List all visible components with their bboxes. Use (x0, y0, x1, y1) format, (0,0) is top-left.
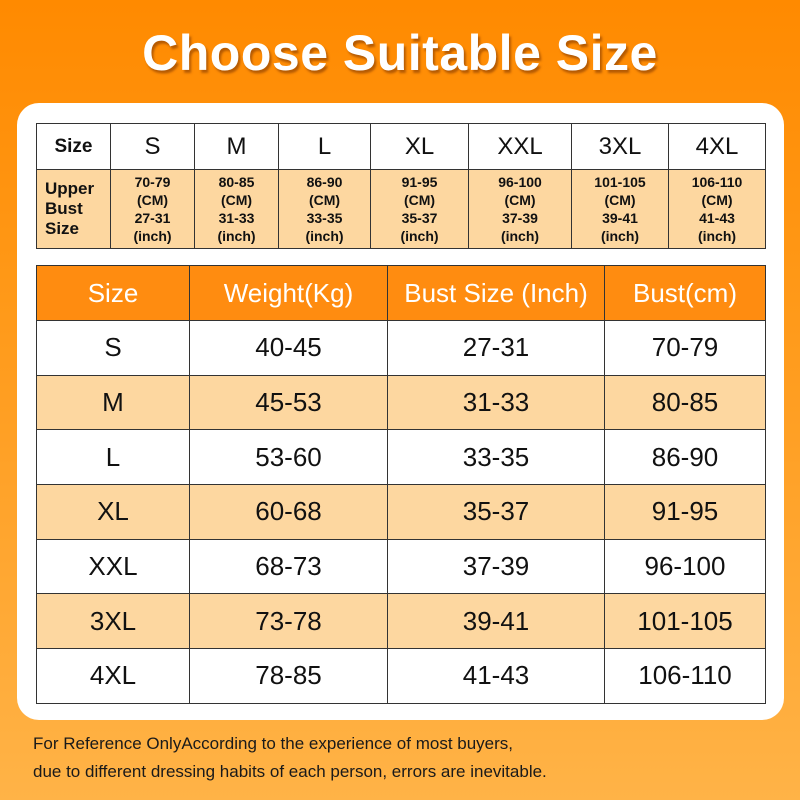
table-row: M 45-53 31-33 80-85 (36, 374, 766, 431)
bust-inch-cell: 37-39 (387, 538, 605, 595)
compact-size-cell: XL (370, 123, 469, 170)
compact-size-cell: XXL (468, 123, 572, 170)
weight-cell: 68-73 (189, 538, 388, 595)
compact-bust-cell: 106-110 (CM) 41-43 (inch) (668, 169, 766, 249)
compact-size-row: Size S M L XL XXL 3XL 4XL (36, 123, 766, 170)
page-title: Choose Suitable Size (142, 25, 658, 81)
compact-size-cell: 4XL (668, 123, 766, 170)
header-weight: Weight(Kg) (189, 265, 388, 321)
size-cell: S (36, 320, 190, 376)
compact-bust-row: Upper Bust Size 70-79 (CM) 27-31 (inch) 80… (36, 169, 766, 249)
compact-bust-cell: 96-100 (CM) 37-39 (inch) (468, 169, 572, 249)
bust-inch-cell: 31-33 (387, 374, 605, 431)
bust-inch-cell: 33-35 (387, 429, 605, 486)
table-row: 4XL 78-85 41-43 106-110 (36, 648, 766, 704)
compact-bust-header: Upper Bust Size (36, 169, 111, 249)
compact-size-table: Size S M L XL XXL 3XL 4XL Upper Bust Siz… (36, 123, 766, 249)
compact-size-cell: 3XL (571, 123, 669, 170)
compact-bust-cell: 70-79 (CM) 27-31 (inch) (110, 169, 195, 249)
table-row: XXL 68-73 37-39 96-100 (36, 538, 766, 595)
bust-inch-cell: 27-31 (387, 320, 605, 376)
compact-bust-cell: 80-85 (CM) 31-33 (inch) (194, 169, 279, 249)
bust-cm-cell: 86-90 (604, 429, 766, 486)
table-row: 3XL 73-78 39-41 101-105 (36, 593, 766, 650)
size-cell: L (36, 429, 190, 486)
bust-cm-cell: 80-85 (604, 374, 766, 431)
weight-cell: 73-78 (189, 593, 388, 650)
compact-bust-cell: 101-105 (CM) 39-41 (inch) (571, 169, 669, 249)
size-cell: 4XL (36, 648, 190, 704)
compact-size-cell: S (110, 123, 195, 170)
weight-cell: 53-60 (189, 429, 388, 486)
header-bust-cm: Bust(cm) (604, 265, 766, 321)
size-cell: 3XL (36, 593, 190, 650)
bust-cm-cell: 96-100 (604, 538, 766, 595)
bust-inch-cell: 35-37 (387, 484, 605, 540)
compact-bust-cell: 86-90 (CM) 33-35 (inch) (278, 169, 371, 249)
table-row: L 53-60 33-35 86-90 (36, 429, 766, 486)
compact-size-header: Size (36, 123, 111, 170)
table-row: S 40-45 27-31 70-79 (36, 320, 766, 376)
weight-cell: 45-53 (189, 374, 388, 431)
header-size: Size (36, 265, 190, 321)
bust-cm-cell: 101-105 (604, 593, 766, 650)
table-row: XL 60-68 35-37 91-95 (36, 484, 766, 540)
compact-size-cell: L (278, 123, 371, 170)
size-cell: XL (36, 484, 190, 540)
weight-cell: 78-85 (189, 648, 388, 704)
bust-inch-cell: 41-43 (387, 648, 605, 704)
weight-cell: 40-45 (189, 320, 388, 376)
compact-bust-cell: 91-95 (CM) 35-37 (inch) (370, 169, 469, 249)
size-cell: XXL (36, 538, 190, 595)
compact-size-cell: M (194, 123, 279, 170)
size-cell: M (36, 374, 190, 431)
bust-cm-cell: 106-110 (604, 648, 766, 704)
disclaimer-line-2: due to different dressing habits of each… (33, 762, 547, 781)
header-bust-inch: Bust Size (Inch) (387, 265, 605, 321)
main-size-table: Size Weight(Kg) Bust Size (Inch) Bust(cm… (36, 265, 766, 704)
main-table-header-row: Size Weight(Kg) Bust Size (Inch) Bust(cm… (36, 265, 766, 321)
disclaimer-line-1: For Reference OnlyAccording to the exper… (33, 734, 514, 753)
bust-cm-cell: 91-95 (604, 484, 766, 540)
bust-inch-cell: 39-41 (387, 593, 605, 650)
bust-cm-cell: 70-79 (604, 320, 766, 376)
weight-cell: 60-68 (189, 484, 388, 540)
